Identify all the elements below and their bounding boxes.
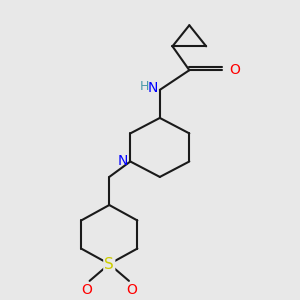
Text: N: N — [118, 154, 128, 169]
Text: O: O — [126, 283, 137, 297]
Text: N: N — [147, 82, 158, 95]
Text: O: O — [81, 283, 92, 297]
Text: O: O — [230, 63, 240, 77]
Text: S: S — [104, 256, 114, 272]
Text: H: H — [140, 80, 149, 93]
